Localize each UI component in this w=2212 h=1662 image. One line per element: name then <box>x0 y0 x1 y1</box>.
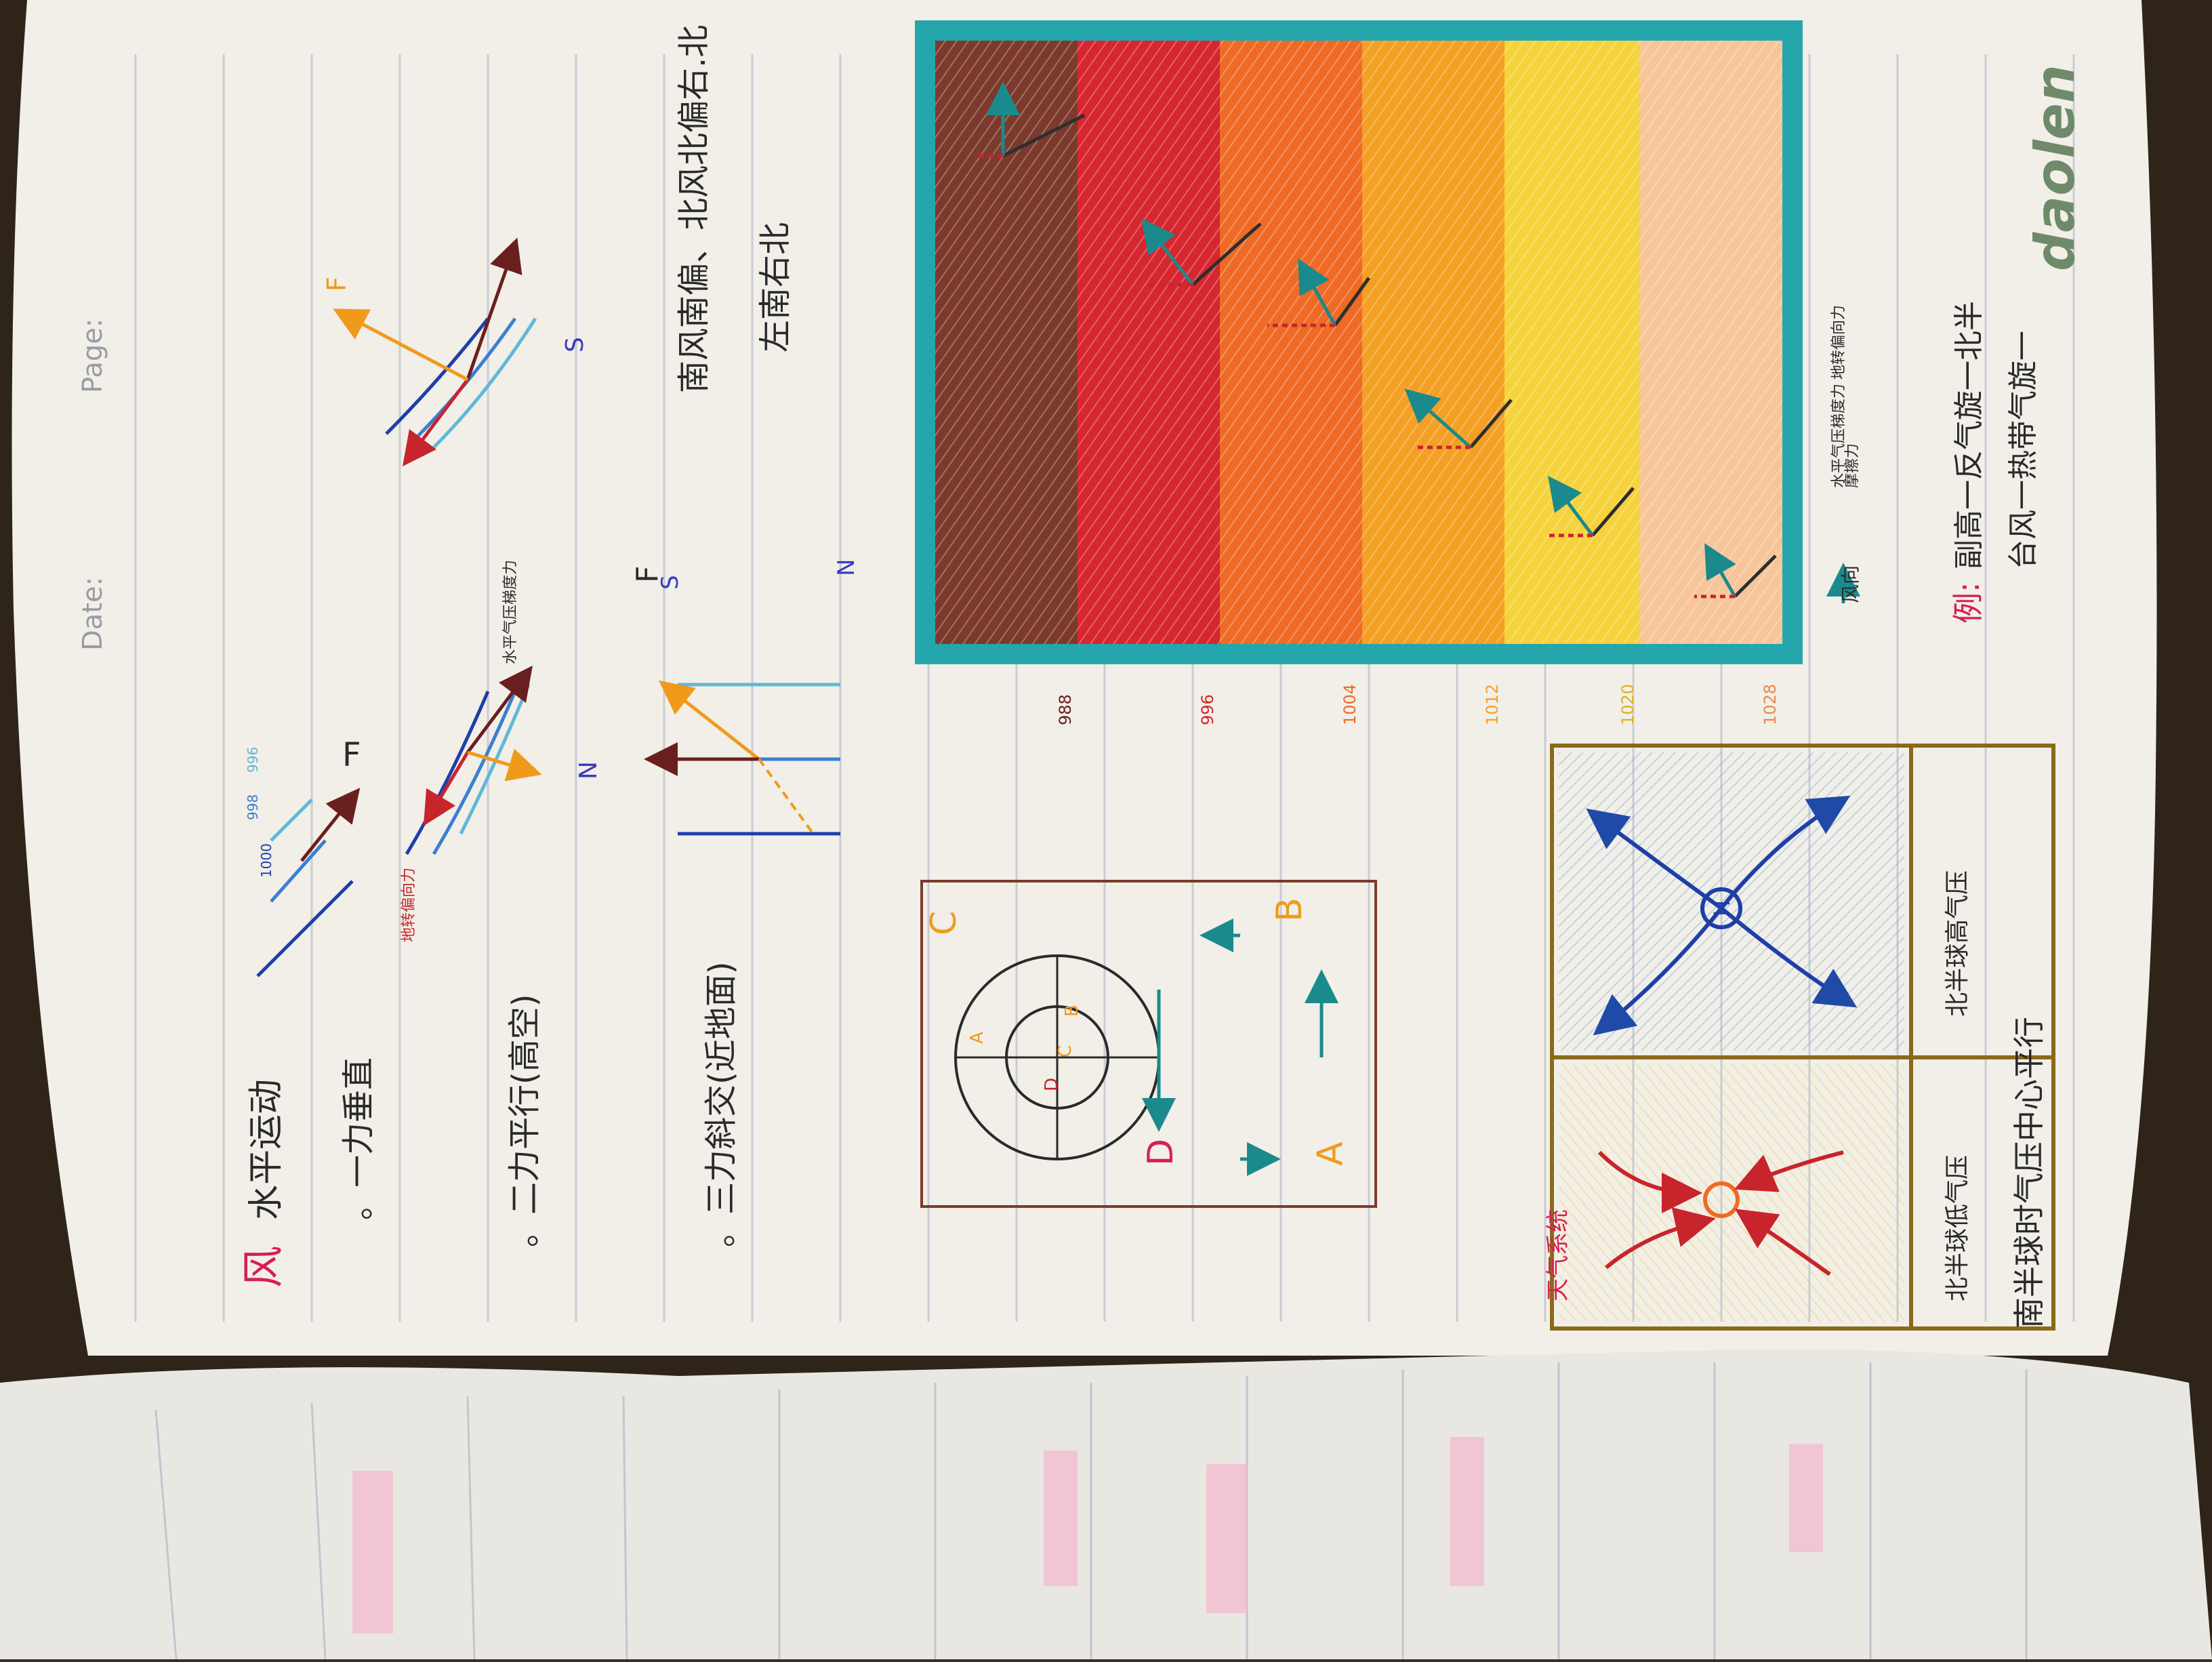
svg-text:C: C <box>1055 1045 1076 1057</box>
facing-page-lines <box>155 1362 2028 1660</box>
svg-text:。三力斜交(近地面): 。三力斜交(近地面) <box>702 962 740 1247</box>
svg-text:地转偏向力: 地转偏向力 <box>1830 305 1847 380</box>
svg-text:Page:: Page: <box>77 319 108 393</box>
svg-text:N: N <box>575 761 602 779</box>
svg-text:水平运动: 水平运动 <box>246 1079 287 1220</box>
abcd-diagram: A B C D D A C B <box>920 880 1377 1208</box>
facing-page-faded-writing <box>352 1437 1823 1634</box>
one-force-label: 。一力垂直 <box>340 1057 377 1220</box>
svg-text:F: F <box>322 277 352 291</box>
svg-text:北半球高气压: 北半球高气压 <box>1944 870 1971 1017</box>
svg-text:B: B <box>1269 897 1310 922</box>
rule-note-line2: 左南右北 <box>756 222 794 352</box>
svg-text:例:: 例: <box>1950 582 1986 624</box>
svg-text:1020: 1020 <box>1618 684 1637 725</box>
two-forces-label: 。二力平行(高空) <box>506 994 544 1247</box>
svg-text:F: F <box>512 758 541 773</box>
svg-text:996: 996 <box>1198 694 1217 725</box>
svg-text:副高一反气旋一北半: 副高一反气旋一北半 <box>1952 301 1986 569</box>
page-title: 风 <box>239 1246 288 1288</box>
diagram-one-force: F 1000 998 996 <box>245 736 361 977</box>
svg-text:南半球时气压中心平行: 南半球时气压中心平行 <box>2011 1017 2047 1329</box>
svg-text:D: D <box>1141 1139 1181 1166</box>
section-subheading: 水平运动 <box>246 1079 287 1220</box>
svg-text:998: 998 <box>245 794 261 820</box>
svg-text:水平气压梯度力: 水平气压梯度力 <box>1830 384 1847 488</box>
svg-text:摩擦力: 摩擦力 <box>1844 443 1861 488</box>
svg-text:Date:: Date: <box>77 577 108 651</box>
svg-text:左南右北: 左南右北 <box>756 222 794 352</box>
diagram-three-forces: F S N <box>630 559 860 836</box>
diagram-upper-air: F S <box>322 237 589 466</box>
svg-text:1004: 1004 <box>1340 684 1359 725</box>
svg-text:C: C <box>924 911 964 935</box>
example-line-1: 副高一反气旋一北半 <box>1952 301 1986 569</box>
svg-text:天气系统: 天气系统 <box>1544 1209 1572 1301</box>
svg-text:风: 风 <box>239 1246 288 1288</box>
svg-text:D: D <box>1042 1078 1062 1091</box>
svg-text:988: 988 <box>1056 694 1075 725</box>
svg-text:水平气压梯度力: 水平气压梯度力 <box>502 560 519 664</box>
svg-text:风向: 风向 <box>1839 565 1862 603</box>
svg-text:A: A <box>1310 1141 1351 1166</box>
svg-text:F: F <box>342 736 361 774</box>
brand-logo: daolen <box>2024 64 2087 271</box>
date-label: Date: <box>77 577 108 651</box>
pressure-band-chart: 988 996 1004 1012 1020 1028 <box>915 20 1803 725</box>
svg-text:地转偏向力: 地转偏向力 <box>401 868 417 942</box>
svg-text:S: S <box>561 337 589 352</box>
southern-hemisphere-note: 南半球时气压中心平行 <box>2011 1017 2047 1329</box>
rule-note-line1: 南风南偏、北风北偏右.北 <box>675 25 713 393</box>
page-label: Page: <box>77 319 108 393</box>
svg-text:F: F <box>630 566 665 583</box>
svg-text:台风一热带气旋一: 台风一热带气旋一 <box>2006 331 2041 569</box>
svg-text:1000: 1000 <box>258 843 274 878</box>
chart-legend: 风向 水平气压梯度力 摩擦力 地转偏向力 <box>1826 305 1862 603</box>
svg-text:S: S <box>657 575 684 590</box>
svg-text:。一力垂直: 。一力垂直 <box>340 1057 377 1220</box>
svg-text:B: B <box>1062 1005 1082 1017</box>
svg-text:。二力平行(高空): 。二力平行(高空) <box>506 994 544 1247</box>
svg-text:1028: 1028 <box>1761 684 1780 725</box>
svg-text:南风南偏、北风北偏右.北: 南风南偏、北风北偏右.北 <box>675 25 713 393</box>
svg-text:1012: 1012 <box>1483 684 1502 725</box>
diagram-two-forces: F 地转偏向力 水平气压梯度力 N <box>401 560 602 942</box>
svg-text:北半球低气压: 北半球低气压 <box>1944 1155 1971 1301</box>
svg-text:A: A <box>967 1032 987 1044</box>
svg-text:996: 996 <box>245 747 261 773</box>
three-forces-label: 。三力斜交(近地面) <box>702 962 740 1247</box>
pressure-systems-diagram: H 天气系统 北半球低气压 北半球高气压 <box>1544 744 2055 1331</box>
example-prefix: 例: <box>1950 582 1986 624</box>
example-line-2: 台风一热带气旋一 <box>2006 331 2041 569</box>
svg-text:daolen: daolen <box>2024 64 2087 271</box>
facing-page <box>0 1349 2212 1659</box>
svg-text:N: N <box>833 559 860 576</box>
